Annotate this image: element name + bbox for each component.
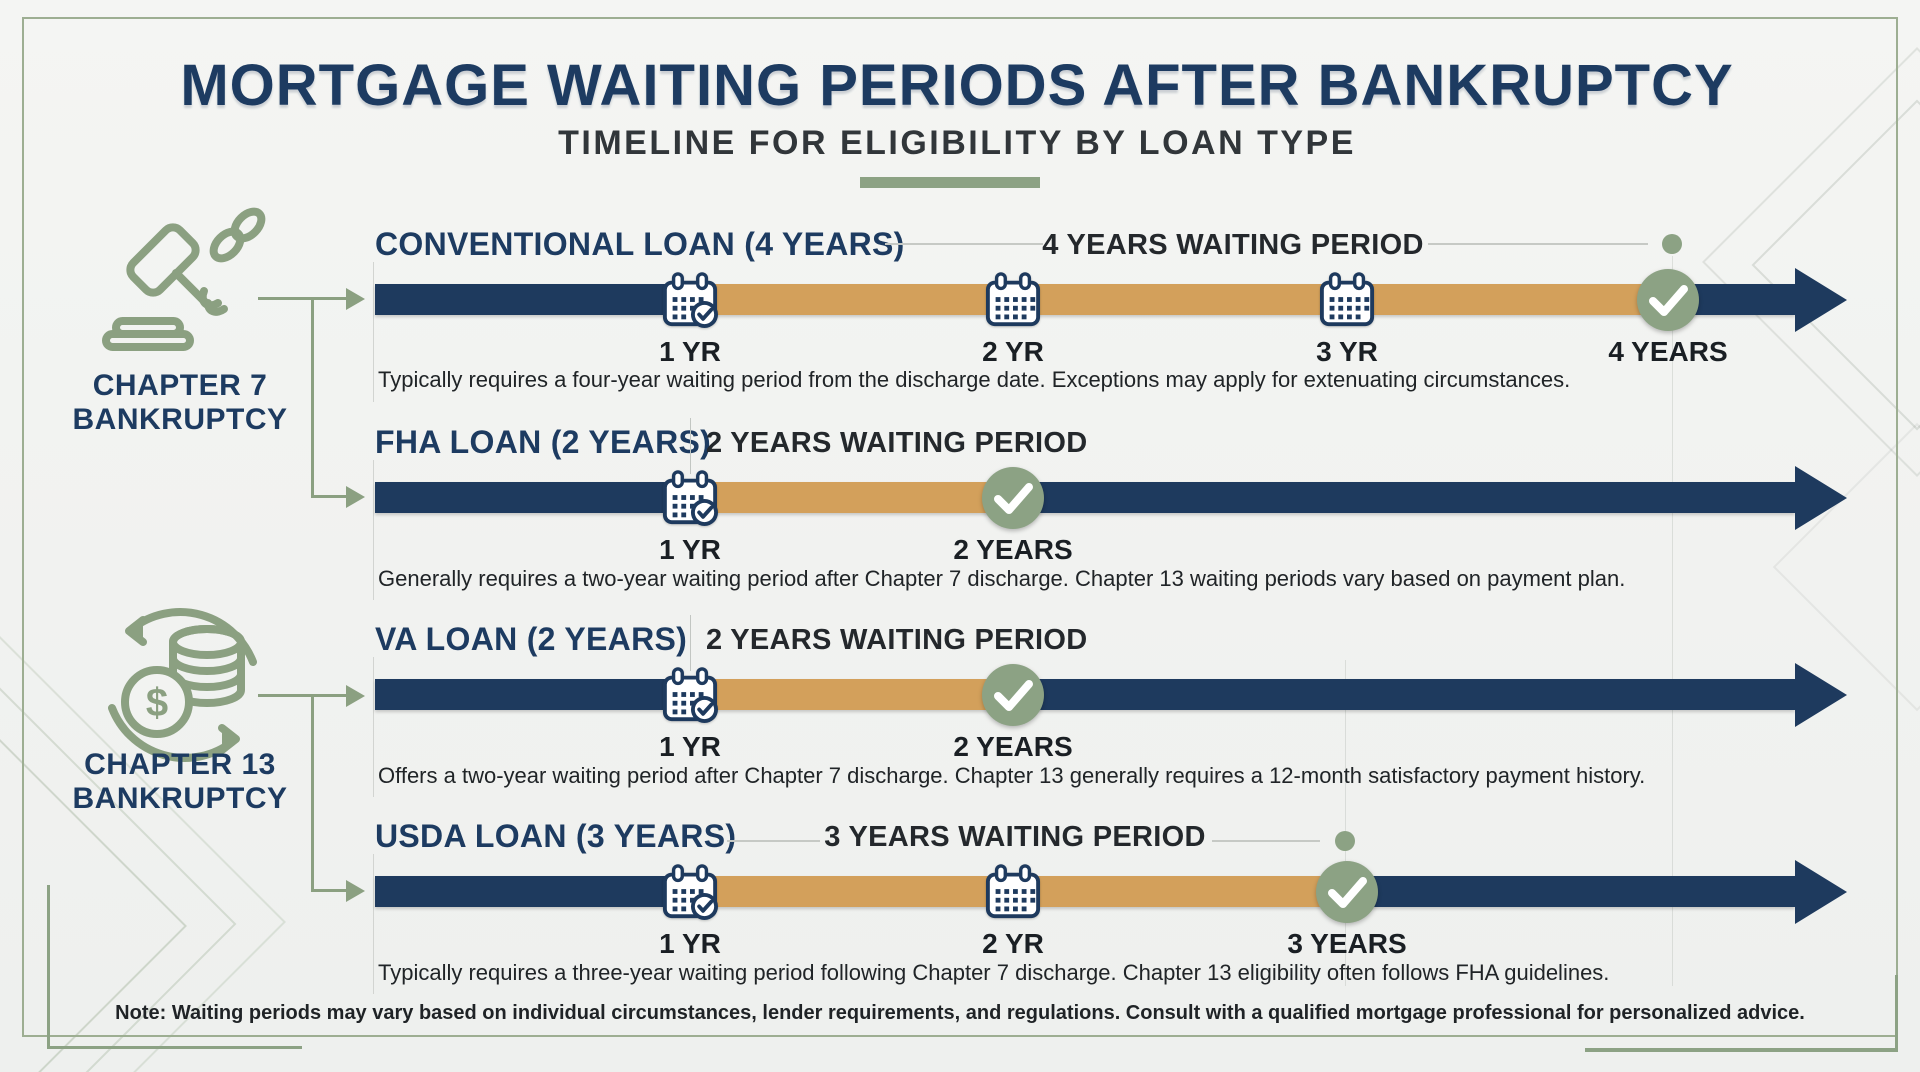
waiting-period-segment — [690, 284, 1668, 315]
check-circle-icon — [1637, 269, 1699, 331]
row-description: Typically requires a four-year waiting p… — [378, 367, 1571, 392]
row-heading: USDA LOAN (3 YEARS) — [375, 818, 737, 854]
row-heading: VA LOAN (2 YEARS) — [375, 621, 688, 657]
row-left-rule — [373, 657, 374, 797]
waiting-period-segment — [690, 482, 1013, 513]
year-tick-label: 1 YR — [659, 336, 721, 367]
chapter-7-line2: BANKRUPTCY — [72, 403, 288, 436]
row-left-rule — [373, 854, 374, 994]
arrow-right-icon — [346, 288, 365, 310]
frame-accent-line — [47, 885, 50, 1048]
page-subtitle: TIMELINE FOR ELIGIBILITY BY LOAN TYPE — [558, 124, 1356, 162]
row-heading: FHA LOAN (2 YEARS) — [375, 424, 712, 460]
waiting-period-segment — [690, 679, 1013, 710]
label-divider — [690, 418, 691, 474]
arrow-right-icon — [1795, 466, 1847, 530]
row-description: Offers a two-year waiting period after C… — [378, 763, 1646, 788]
arrow-right-icon — [1795, 860, 1847, 924]
label-leader-line — [1428, 243, 1648, 245]
check-circle-icon — [982, 467, 1044, 529]
row-left-rule — [373, 460, 374, 600]
check-circle-icon — [1316, 861, 1378, 923]
footnote: Note: Waiting periods may vary based on … — [115, 1002, 1805, 1024]
page-title: MORTGAGE WAITING PERIODS AFTER BANKRUPTC… — [180, 53, 1734, 118]
waiting-period-label: 4 YEARS WAITING PERIOD — [1042, 229, 1424, 261]
arrow-right-icon — [346, 486, 365, 508]
connector-line — [311, 889, 346, 892]
calendar-check-icon — [662, 864, 718, 920]
frame-border — [22, 17, 1898, 1037]
year-tick-label: 2 YR — [982, 336, 1044, 367]
reference-line-3yr — [1345, 660, 1346, 986]
connector-line — [311, 495, 346, 498]
year-tick-label: 3 YEARS — [1287, 928, 1407, 959]
chapter-13-line2: BANKRUPTCY — [72, 782, 288, 815]
timeline-bar — [375, 482, 1795, 513]
arrow-right-icon — [1795, 663, 1847, 727]
arrow-right-icon — [346, 880, 365, 902]
row-heading: CONVENTIONAL LOAN (4 YEARS) — [375, 226, 905, 262]
connector-line — [311, 297, 314, 498]
year-tick-label: 2 YR — [982, 928, 1044, 959]
frame-accent-line — [1895, 975, 1898, 1052]
milestone-dot — [1335, 831, 1355, 851]
waiting-period-label: 3 YEARS WAITING PERIOD — [824, 821, 1206, 853]
milestone-dot — [1662, 234, 1682, 254]
year-tick-label: 3 YR — [1316, 336, 1378, 367]
row-description: Typically requires a three-year waiting … — [378, 960, 1610, 985]
label-leader-line — [885, 243, 1043, 245]
gavel-broken-chain-icon — [102, 207, 266, 351]
coins-refresh-icon: $ — [108, 608, 257, 762]
chapter-7-label: CHAPTER 7 BANKRUPTCY — [30, 369, 330, 437]
year-tick-label: 1 YR — [659, 534, 721, 565]
frame-accent-line — [47, 1046, 302, 1049]
calendar-icon — [1319, 272, 1375, 327]
chapter-7-line1: CHAPTER 7 — [92, 369, 268, 402]
calendar-check-icon — [662, 470, 718, 526]
year-tick-label: 2 YEARS — [953, 534, 1073, 565]
year-tick-label: 1 YR — [659, 731, 721, 762]
label-divider — [690, 615, 691, 671]
waiting-period-label: 2 YEARS WAITING PERIOD — [706, 624, 1088, 656]
arrow-right-icon — [1795, 268, 1847, 332]
row-description: Generally requires a two-year waiting pe… — [378, 566, 1626, 591]
calendar-icon — [985, 272, 1041, 327]
connector-line — [258, 694, 346, 697]
check-circle-icon — [982, 664, 1044, 726]
year-tick-label: 2 YEARS — [953, 731, 1073, 762]
reference-line-4yr — [1672, 256, 1673, 986]
calendar-check-icon — [662, 272, 718, 328]
year-tick-label: 4 YEARS — [1608, 336, 1728, 367]
calendar-icon — [985, 864, 1041, 919]
label-leader-line — [727, 840, 820, 842]
frame-accent-line — [1585, 1048, 1898, 1052]
chapter-13-line1: CHAPTER 13 — [84, 748, 276, 781]
arrow-right-icon — [346, 685, 365, 707]
chapter-13-label: CHAPTER 13 BANKRUPTCY — [30, 748, 330, 816]
waiting-period-label: 2 YEARS WAITING PERIOD — [706, 427, 1088, 459]
timeline-bar — [375, 679, 1795, 710]
connector-line — [258, 297, 346, 300]
row-left-rule — [373, 262, 374, 402]
label-leader-line — [1212, 840, 1320, 842]
calendar-check-icon — [662, 667, 718, 723]
title-underline — [860, 177, 1040, 188]
svg-text:$: $ — [146, 681, 168, 725]
connector-line — [311, 694, 314, 892]
year-tick-label: 1 YR — [659, 928, 721, 959]
